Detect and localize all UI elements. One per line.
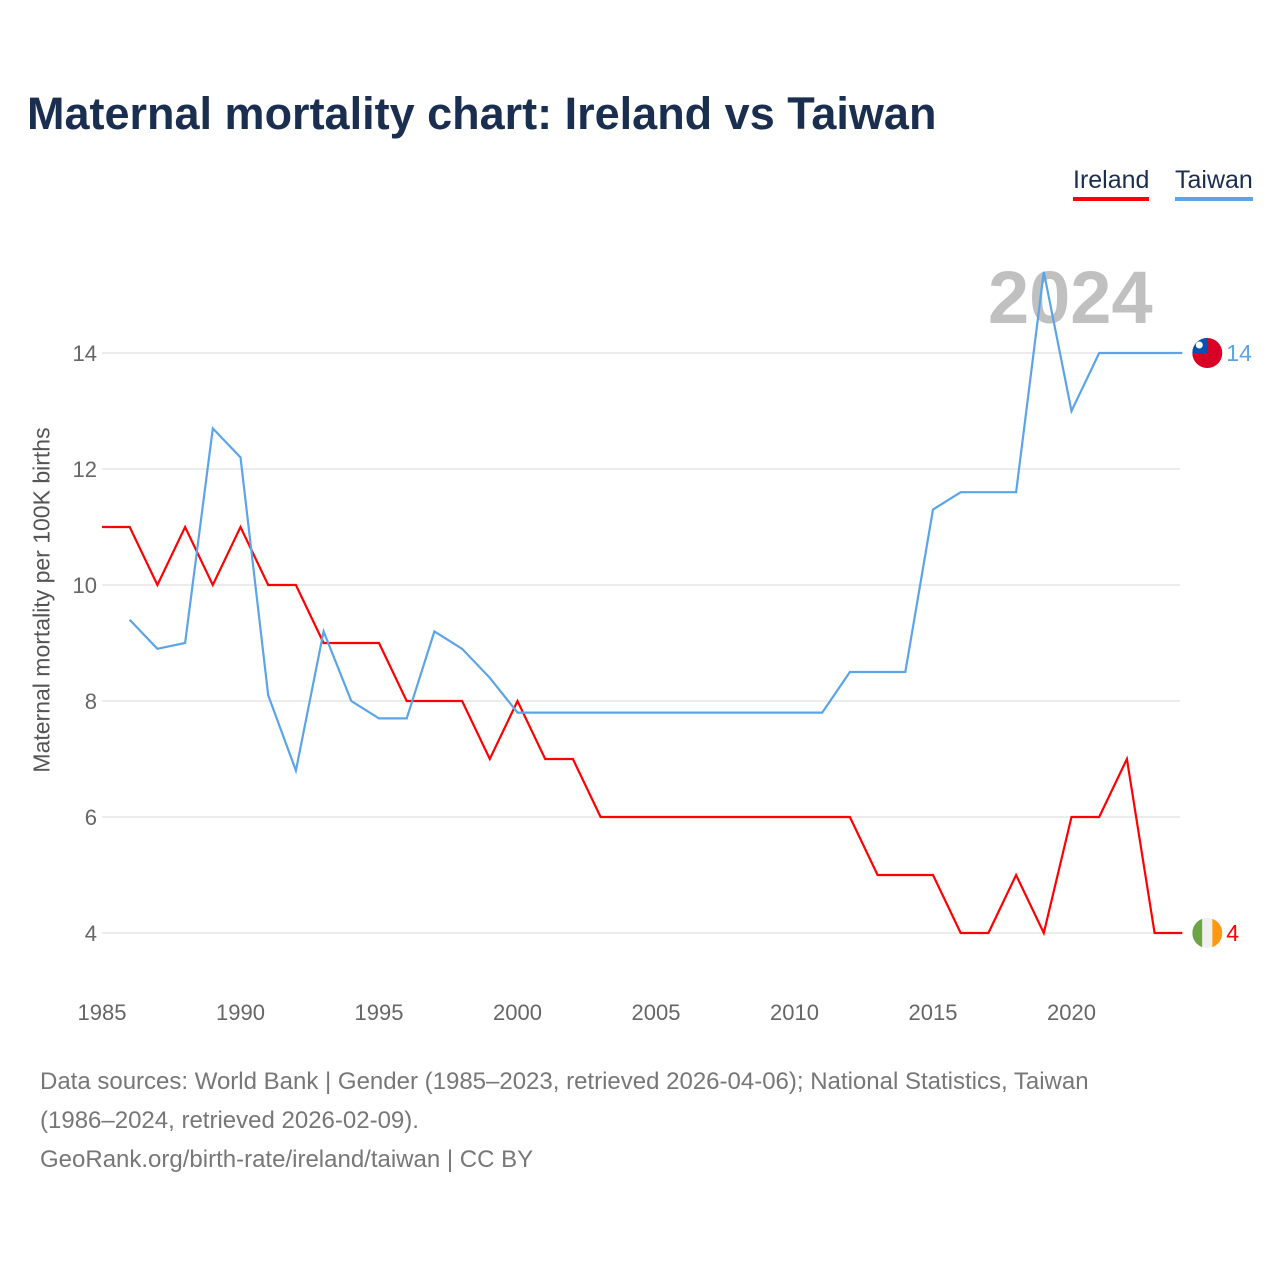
y-tick-label: 10	[73, 573, 97, 598]
footer-sources-cont: (1986–2024, retrieved 2026-02-09).	[40, 1107, 419, 1134]
legend-ireland[interactable]: Ireland	[1073, 166, 1150, 201]
y-tick-label: 8	[85, 689, 97, 714]
footer-sources: Data sources: World Bank | Gender (1985–…	[40, 1068, 1089, 1095]
flag-sun	[1195, 341, 1203, 349]
end-value-label: 4	[1226, 920, 1239, 946]
x-tick-label: 2010	[770, 1000, 819, 1025]
y-tick-label: 14	[73, 341, 97, 366]
legend-taiwan[interactable]: Taiwan	[1175, 166, 1253, 201]
x-tick-label: 1985	[78, 1000, 127, 1025]
flag-green	[1192, 918, 1203, 948]
x-tick-label: 2020	[1047, 1000, 1096, 1025]
flag-orange	[1212, 918, 1223, 948]
current-year-label: 2024	[988, 256, 1153, 339]
taiwan-flag-icon	[1192, 338, 1223, 368]
y-tick-label: 6	[85, 805, 97, 830]
y-tick-label: 12	[73, 457, 97, 482]
x-tick-label: 1995	[355, 1000, 404, 1025]
y-tick-label: 4	[85, 921, 97, 946]
x-tick-label: 2015	[909, 1000, 958, 1025]
end-value-label: 14	[1226, 340, 1252, 366]
chart-title: Maternal mortality chart: Ireland vs Tai…	[27, 88, 937, 139]
series-line-taiwan	[128, 271, 1183, 775]
flag-white	[1202, 918, 1213, 948]
x-tick-label: 2005	[632, 1000, 681, 1025]
x-tick-label: 2000	[493, 1000, 542, 1025]
ireland-flag-icon	[1192, 918, 1223, 948]
footer-link[interactable]: GeoRank.org/birth-rate/ireland/taiwan | …	[40, 1146, 534, 1173]
x-tick-label: 1990	[216, 1000, 265, 1025]
series-line-ireland	[102, 524, 1183, 937]
